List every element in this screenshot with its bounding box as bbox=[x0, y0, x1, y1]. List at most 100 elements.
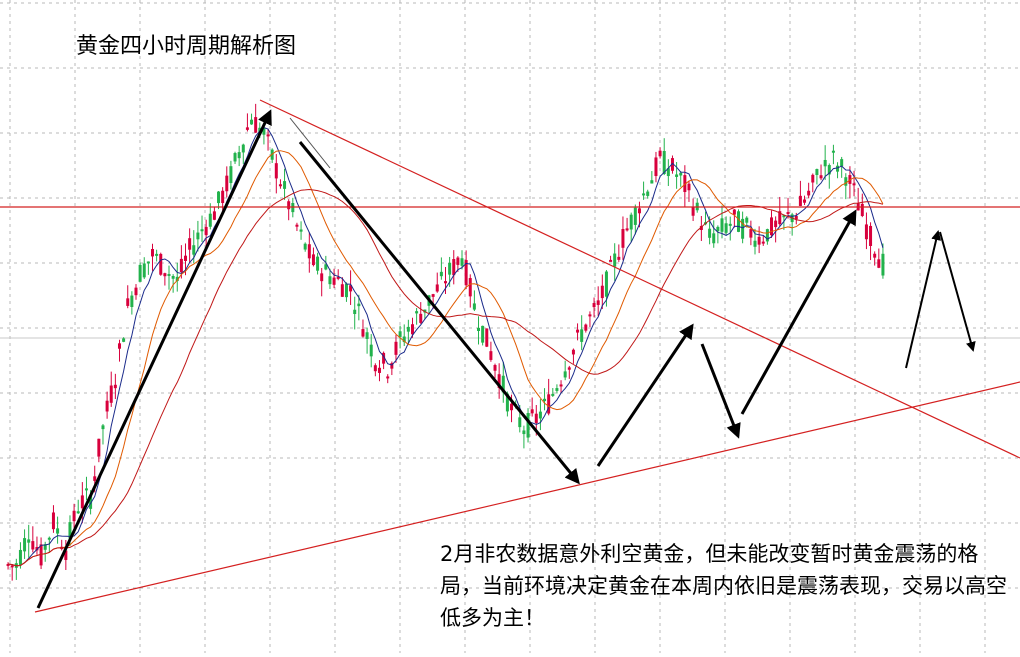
candle-body bbox=[200, 229, 204, 232]
candle-body bbox=[650, 180, 654, 184]
candle-body bbox=[609, 259, 613, 262]
candle-body bbox=[192, 245, 196, 255]
candle-body bbox=[415, 311, 419, 314]
candle-body bbox=[782, 215, 786, 218]
candle-body bbox=[530, 409, 534, 414]
candle-body bbox=[146, 261, 150, 264]
candle-body bbox=[712, 233, 716, 244]
gray-trendline bbox=[289, 117, 331, 169]
candle-body bbox=[303, 243, 307, 250]
candle-body bbox=[299, 229, 303, 232]
candle-body bbox=[68, 522, 72, 539]
candle-body bbox=[266, 134, 270, 137]
candle-body bbox=[340, 284, 344, 297]
candle-body bbox=[386, 376, 390, 379]
candle-body bbox=[753, 240, 757, 247]
candle-body bbox=[76, 511, 80, 514]
candle-body bbox=[10, 565, 14, 568]
ma-slow-line bbox=[8, 188, 884, 567]
candle-body bbox=[819, 175, 823, 179]
candle-body bbox=[336, 276, 340, 279]
chart-title: 黄金四小时周期解析图 bbox=[76, 34, 297, 59]
candle-body bbox=[691, 207, 695, 216]
candle-body bbox=[728, 223, 732, 226]
candle-body bbox=[699, 225, 703, 230]
candle-body bbox=[567, 367, 571, 370]
candle-body bbox=[571, 349, 575, 355]
candle-body bbox=[56, 528, 60, 534]
candle-body bbox=[208, 213, 212, 227]
candle-body bbox=[803, 199, 807, 203]
trend-arrow bbox=[740, 209, 857, 415]
candle-body bbox=[720, 218, 724, 232]
candle-body bbox=[683, 175, 687, 193]
candle-body bbox=[221, 190, 225, 204]
trend-arrow bbox=[36, 109, 272, 609]
candle-body bbox=[212, 211, 216, 220]
candle-body bbox=[633, 207, 637, 225]
candle-body bbox=[836, 165, 840, 172]
candle-body bbox=[361, 329, 365, 337]
candle-body bbox=[448, 262, 452, 275]
candle-body bbox=[250, 119, 254, 125]
candle-body bbox=[274, 163, 278, 179]
candle-body bbox=[175, 276, 179, 282]
candle-body bbox=[394, 341, 398, 355]
candle-body bbox=[84, 488, 88, 491]
candle-body bbox=[823, 159, 827, 167]
candle-body bbox=[204, 226, 208, 236]
trend-arrow bbox=[905, 230, 942, 369]
candle-body bbox=[295, 224, 299, 227]
candle-body bbox=[654, 157, 658, 177]
candle-body bbox=[745, 217, 749, 223]
trendlines bbox=[0, 99, 1020, 613]
candle-body bbox=[134, 287, 138, 296]
candle-body bbox=[382, 352, 386, 364]
candle-body bbox=[522, 430, 526, 435]
candle-body bbox=[749, 229, 753, 238]
candle-body bbox=[377, 367, 381, 373]
candle-body bbox=[439, 271, 443, 277]
candle-body bbox=[233, 153, 237, 162]
candle-body bbox=[708, 228, 712, 238]
trend-arrow bbox=[298, 141, 580, 485]
candle-body bbox=[852, 183, 856, 186]
candle-body bbox=[831, 150, 835, 153]
candle-body bbox=[555, 388, 559, 391]
candle-body bbox=[184, 255, 188, 261]
candle-body bbox=[105, 400, 109, 412]
candle-body bbox=[547, 394, 551, 414]
trend-arrow bbox=[596, 323, 694, 467]
candle-body bbox=[31, 541, 35, 550]
candle-body bbox=[860, 203, 864, 216]
candle-body bbox=[576, 329, 580, 333]
candle-body bbox=[431, 294, 435, 297]
candle-body bbox=[877, 259, 881, 268]
candle-body bbox=[584, 324, 588, 331]
candle-body bbox=[320, 273, 324, 282]
candle-body bbox=[613, 253, 617, 267]
candle-body bbox=[472, 303, 476, 310]
candle-body bbox=[357, 303, 361, 307]
candle-body bbox=[815, 169, 819, 175]
candle-body bbox=[452, 259, 456, 276]
candle-body bbox=[757, 236, 761, 245]
candle-body bbox=[485, 328, 489, 347]
candle-body bbox=[761, 241, 765, 244]
candle-body bbox=[6, 563, 10, 566]
candle-body bbox=[807, 190, 811, 196]
candle-body bbox=[237, 152, 241, 159]
candle-body bbox=[604, 271, 608, 297]
candle-body bbox=[460, 258, 464, 266]
candle-body bbox=[844, 177, 848, 186]
candle-body bbox=[171, 275, 175, 279]
candle-body bbox=[765, 229, 769, 242]
candle-body bbox=[278, 184, 282, 187]
candle-body bbox=[840, 159, 844, 167]
candle-body bbox=[155, 253, 159, 256]
analysis-note: 2月非农数据意外利空黄金，但未能改变暂时黄金震荡的格局，当前环境决定黄金在本周内… bbox=[440, 542, 1007, 630]
candle-body bbox=[596, 300, 600, 305]
candle-body bbox=[658, 150, 662, 157]
candle-body bbox=[774, 220, 778, 228]
candle-body bbox=[406, 326, 410, 332]
